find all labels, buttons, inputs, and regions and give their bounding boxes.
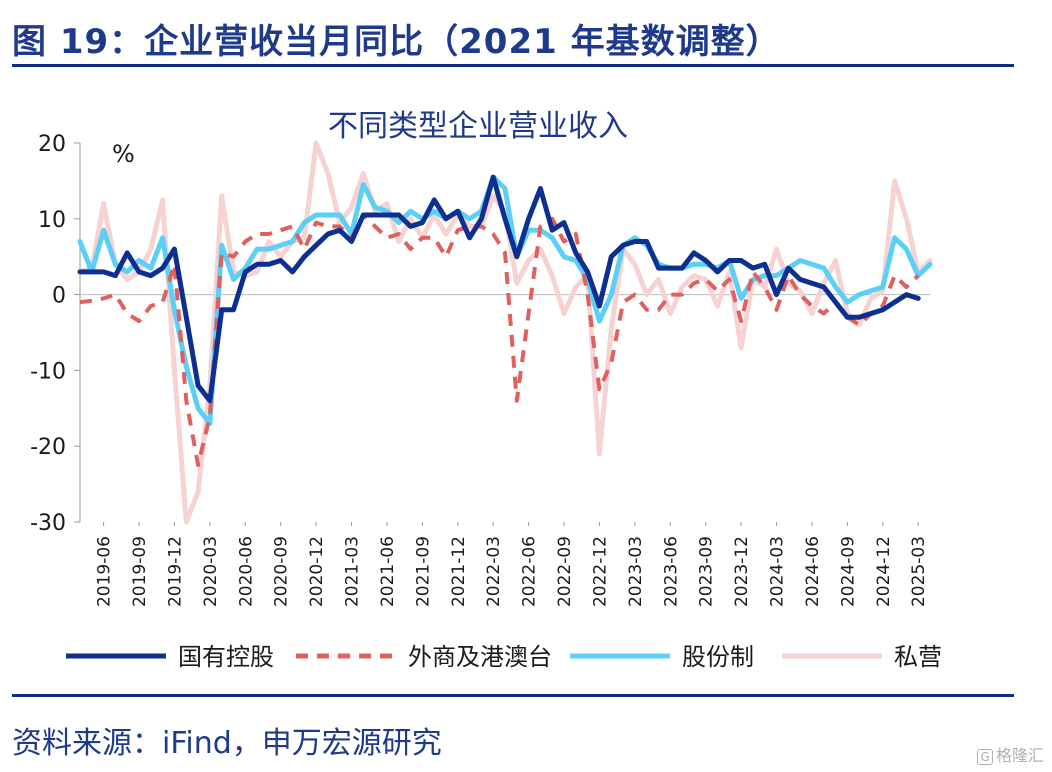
- x-tick-label: 2021-09: [413, 536, 433, 607]
- x-tick-label: 2024-09: [838, 536, 858, 607]
- series-layer: [77, 140, 933, 525]
- axes: 20 10 0 -10 -20 -30 2019-06 2019-09 2019-12 2020-…: [30, 132, 930, 607]
- x-tick-label: 2020-09: [272, 536, 292, 607]
- x-tick-label: 2022-12: [590, 536, 610, 607]
- x-tick-label: 2022-03: [484, 536, 504, 607]
- y-tick-label: 10: [38, 208, 66, 233]
- x-tick-label: 2024-06: [803, 536, 823, 607]
- watermark-logo-icon: G: [976, 749, 993, 765]
- x-tick-label: 2020-03: [201, 536, 221, 607]
- legend-label: 国有控股: [178, 643, 274, 671]
- legend-label: 私营: [894, 643, 942, 671]
- x-tick-label: 2019-09: [130, 536, 150, 607]
- x-tick-label: 2023-03: [626, 536, 646, 607]
- x-tick-label: 2023-09: [697, 536, 717, 607]
- bottom-divider: [12, 694, 1014, 697]
- y-tick-label: 0: [52, 284, 66, 309]
- y-tick-label: 20: [38, 132, 66, 157]
- x-tick-label: 2022-09: [555, 536, 575, 607]
- top-divider: [12, 64, 1014, 67]
- x-tick-label: 2023-12: [732, 536, 752, 607]
- legend: 国有控股 外商及港澳台 股份制 私营: [66, 643, 942, 671]
- legend-label: 股份制: [682, 643, 754, 671]
- chart-title: 不同类型企业营业收入: [328, 109, 628, 144]
- y-tick-label: -10: [30, 359, 66, 384]
- y-unit-label: %: [112, 140, 135, 168]
- x-tick-label: 2024-12: [874, 536, 894, 607]
- figure-title: 图 19：企业营收当月同比（2021 年基数调整）: [12, 22, 781, 62]
- y-tick-label: -30: [30, 511, 66, 536]
- y-tick-label: -20: [30, 435, 66, 460]
- x-tick-label: 2019-12: [165, 536, 185, 607]
- series-line-2: [79, 213, 920, 468]
- x-tick-label: 2022-06: [520, 536, 540, 607]
- watermark-text: 格隆汇: [995, 746, 1044, 765]
- x-tick-label: 2021-06: [378, 536, 398, 607]
- x-tick-label: 2020-06: [236, 536, 256, 607]
- x-tick-label: 2019-06: [95, 536, 115, 607]
- x-tick-label: 2023-06: [661, 536, 681, 607]
- x-tick-label: 2024-03: [768, 536, 788, 607]
- watermark: G 格隆汇: [976, 742, 1044, 766]
- series-line-1: [77, 174, 921, 404]
- legend-label: 外商及港澳台: [408, 643, 552, 671]
- x-tick-label: 2021-12: [449, 536, 469, 607]
- x-tick-label: 2021-03: [343, 536, 363, 607]
- source-note: 资料来源：iFind，申万宏源研究: [12, 726, 442, 761]
- x-tick-label: 2025-03: [909, 536, 929, 607]
- x-tick-label: 2020-12: [307, 536, 327, 607]
